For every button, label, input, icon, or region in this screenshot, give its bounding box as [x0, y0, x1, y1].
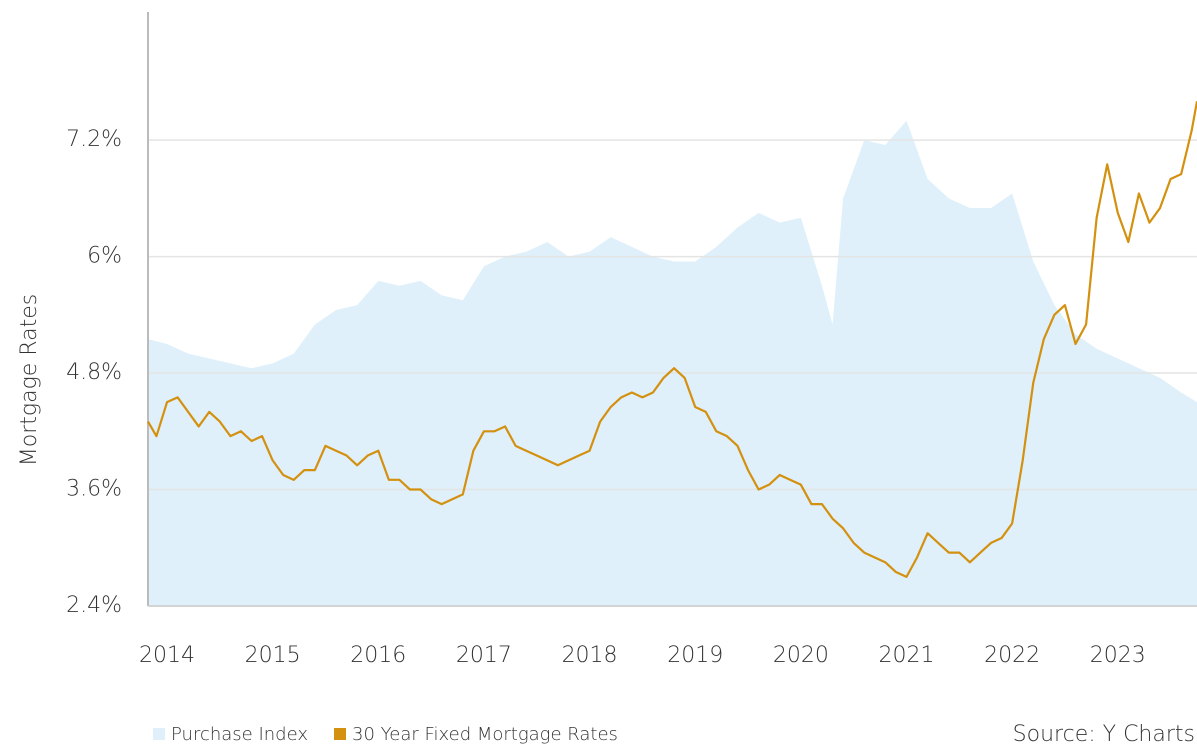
legend-label: Purchase Index	[171, 724, 308, 745]
x-tick-label: 2019	[667, 643, 723, 668]
y-tick-label: 4.8%	[66, 360, 122, 385]
y-tick-label: 2.4%	[66, 593, 122, 618]
legend-swatch	[334, 728, 347, 740]
legend-label: 30 Year Fixed Mortgage Rates	[352, 724, 618, 745]
x-tick-label: 2023	[1090, 643, 1146, 668]
y-tick-label: 3.6%	[66, 477, 122, 502]
source: Source: Y Charts	[1013, 722, 1195, 745]
line	[147, 101, 1197, 578]
y-tick-label: 7.2%	[66, 127, 122, 152]
y-tick-label: 6%	[87, 244, 122, 269]
x-tick-label: 2014	[139, 643, 195, 668]
legend-swatch	[153, 728, 165, 740]
x-tick-label: 2021	[878, 643, 934, 668]
y-axis-label: Mortgage Rates	[17, 294, 42, 466]
x-tick-label: 2018	[562, 643, 618, 668]
x-tick-label: 2020	[773, 643, 829, 668]
x-tick-label: 2016	[350, 643, 406, 668]
x-tick-label: 2015	[245, 643, 301, 668]
area	[148, 120, 1197, 607]
x-tick-label: 2017	[456, 643, 512, 668]
x-tick-label: 2022	[984, 643, 1040, 668]
